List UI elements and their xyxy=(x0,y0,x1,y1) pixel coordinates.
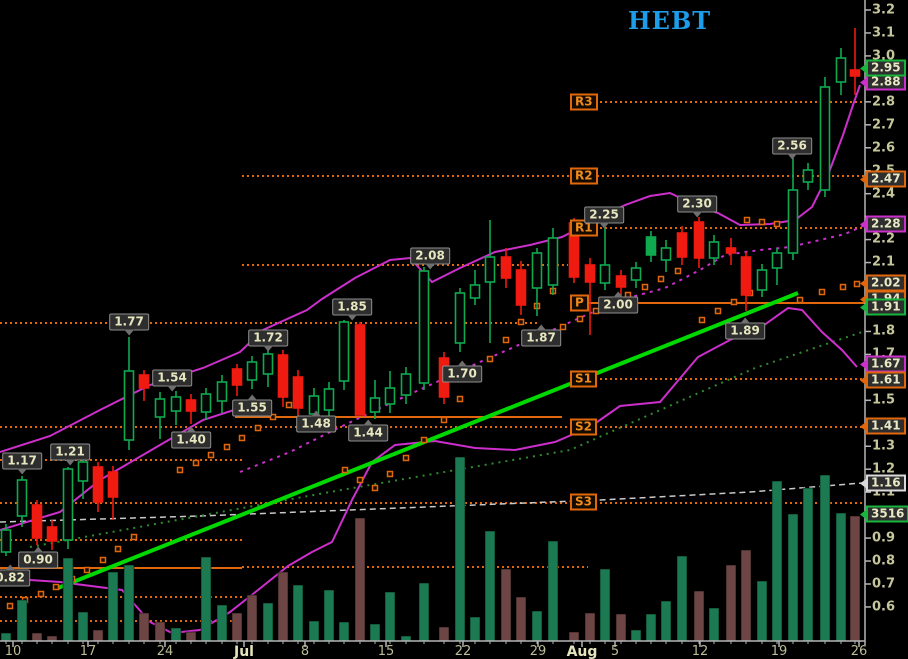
ticker-symbol: HEBT xyxy=(628,6,712,35)
